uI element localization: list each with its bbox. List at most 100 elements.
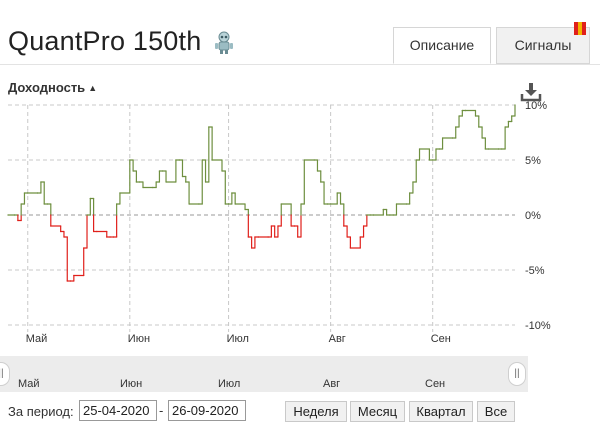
data-point	[277, 225, 279, 227]
data-point	[405, 203, 407, 205]
bookmark-icon	[574, 22, 586, 35]
section-title[interactable]: Доходность ▲	[8, 80, 97, 95]
date-to-input[interactable]	[168, 400, 246, 421]
data-point	[69, 280, 72, 282]
data-point	[349, 247, 351, 249]
data-point	[386, 214, 388, 216]
data-point	[382, 208, 384, 211]
data-point	[474, 115, 477, 117]
data-point	[428, 159, 431, 161]
data-point	[43, 203, 45, 205]
section-title-label: Доходность	[8, 80, 86, 95]
data-point	[481, 137, 483, 139]
data-point	[204, 181, 207, 183]
data-point	[106, 236, 108, 238]
data-point	[372, 214, 375, 216]
tab-description[interactable]: Описание	[393, 27, 491, 64]
data-point	[92, 230, 95, 233]
header: QuantPro 150th Описание Сигналы	[0, 0, 600, 65]
data-point	[247, 236, 249, 238]
data-point	[455, 126, 457, 128]
month-button[interactable]: Месяц	[350, 401, 405, 422]
data-point	[224, 203, 226, 205]
data-point	[27, 192, 29, 194]
nav-label-aug: Авг	[323, 378, 341, 390]
data-point	[139, 181, 141, 183]
data-point	[362, 225, 365, 227]
data-point	[290, 225, 292, 227]
data-point	[511, 115, 513, 117]
robot-icon	[215, 31, 233, 54]
data-point	[336, 192, 338, 194]
data-point	[86, 214, 88, 216]
data-point	[152, 186, 154, 189]
data-point	[7, 214, 9, 216]
y-tick-label: -5%	[525, 265, 545, 277]
download-icon[interactable]	[520, 82, 542, 102]
data-point	[83, 247, 85, 249]
data-point	[251, 247, 253, 249]
data-point	[23, 192, 26, 194]
data-point	[346, 236, 348, 238]
y-tick-label: 10%	[525, 100, 547, 112]
data-point	[395, 203, 398, 205]
navigator-handle-right[interactable]: ||	[508, 362, 526, 386]
data-point	[227, 203, 230, 205]
data-point	[409, 192, 411, 194]
data-point	[155, 181, 157, 183]
data-point	[343, 225, 345, 227]
data-point	[175, 159, 177, 161]
data-point	[211, 159, 213, 161]
data-point	[63, 236, 65, 238]
data-point	[37, 192, 39, 194]
data-point	[221, 170, 223, 172]
week-button[interactable]: Неделя	[285, 401, 347, 422]
data-point	[392, 214, 394, 216]
quarter-button[interactable]: Квартал	[409, 401, 473, 422]
data-point	[458, 115, 460, 117]
x-tick-label: Июн	[128, 333, 150, 345]
data-point	[514, 104, 516, 106]
data-point	[50, 225, 52, 227]
data-point	[119, 192, 121, 194]
y-tick-label: 0%	[525, 210, 541, 222]
data-point	[188, 203, 190, 205]
data-point	[504, 126, 506, 128]
data-point	[96, 230, 98, 233]
data-point	[60, 230, 62, 233]
data-point	[231, 192, 233, 194]
navigator[interactable]: Май Июн Июл Авг Сен || ||	[0, 356, 528, 392]
data-point	[359, 236, 361, 238]
data-point	[389, 214, 391, 216]
nav-label-jul: Июл	[218, 378, 241, 390]
data-point	[270, 225, 272, 227]
data-point	[162, 170, 164, 172]
data-point	[435, 148, 437, 150]
data-point	[181, 175, 184, 178]
all-button[interactable]: Все	[477, 401, 515, 422]
return-chart: 10% 5% 0% -5% -10% Май Июн Июл Авг Сен	[7, 100, 551, 345]
data-point	[323, 203, 325, 205]
data-point	[478, 126, 480, 128]
data-point	[320, 181, 322, 183]
nav-label-jun: Июн	[120, 378, 143, 390]
navigator-handle-left[interactable]: ||	[0, 362, 10, 386]
data-point	[158, 170, 161, 172]
data-point	[13, 214, 16, 216]
data-point	[208, 126, 210, 128]
data-point	[300, 203, 302, 205]
data-point	[129, 159, 131, 161]
handle-grip-icon: ||	[0, 368, 4, 379]
data-point	[234, 203, 236, 205]
data-point	[257, 236, 259, 238]
data-point	[17, 219, 19, 222]
x-tick-label: Авг	[329, 333, 346, 345]
x-tick-label: Май	[26, 333, 48, 345]
data-point	[293, 225, 296, 227]
data-point	[112, 236, 114, 238]
y-tick-label: 5%	[525, 155, 541, 167]
data-point	[488, 148, 490, 150]
data-point	[441, 137, 444, 139]
data-point	[461, 109, 463, 112]
date-from-input[interactable]	[79, 400, 157, 421]
